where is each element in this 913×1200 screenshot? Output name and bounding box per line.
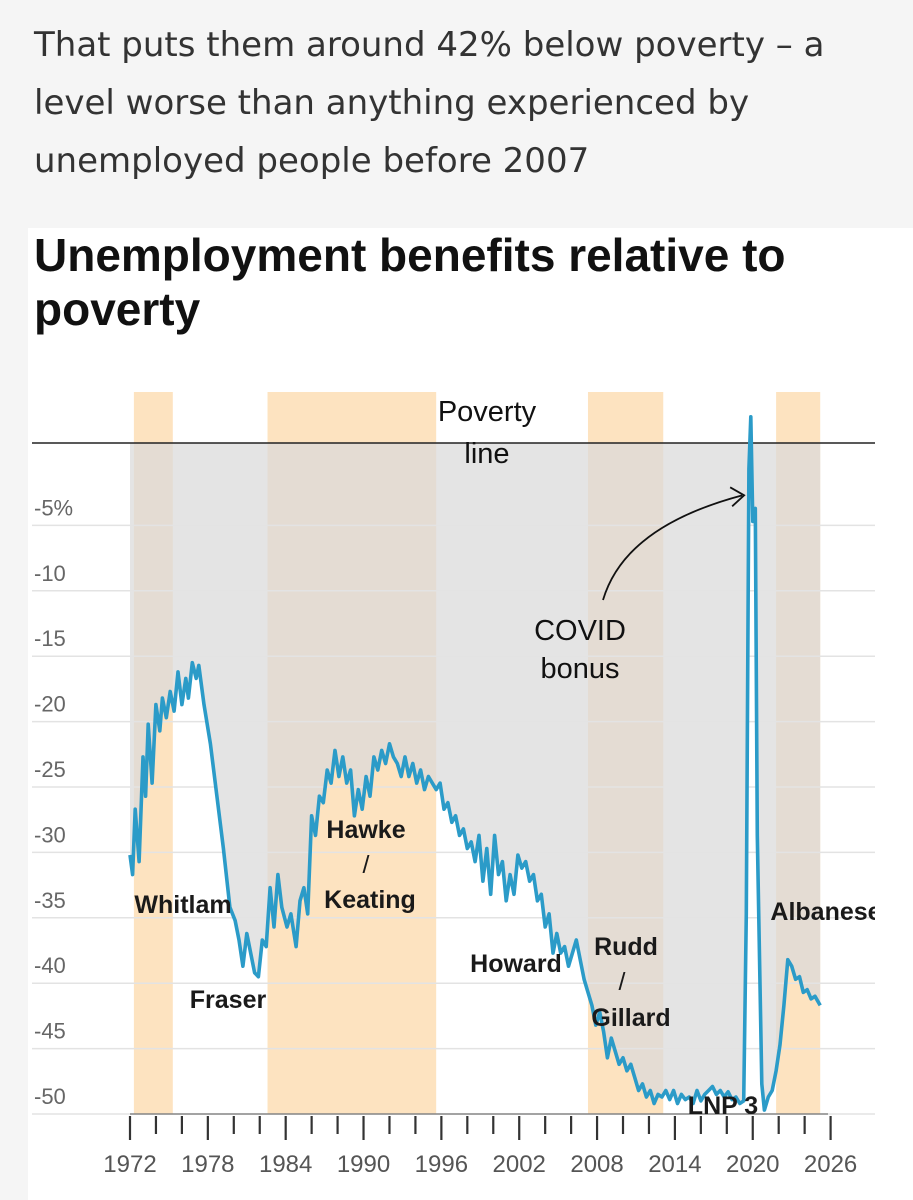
article-paragraph: That puts them around 42% below poverty … [34, 25, 825, 181]
chart-title: Unemployment benefits relative to povert… [34, 229, 786, 335]
government-label-rudd-gillard: Gillard [591, 1004, 670, 1032]
y-tick-label: -15 [34, 626, 66, 651]
y-tick-label: -5% [34, 495, 73, 520]
government-label-howard: Howard [470, 950, 562, 978]
x-tick-label: 1978 [181, 1151, 234, 1178]
government-label-hawke-keating: Keating [324, 886, 416, 914]
y-tick-label: -40 [34, 953, 66, 978]
government-labels: Whitlam Fraser Hawke / Keating Howard Rudd / Gil… [134, 816, 881, 1120]
poverty-line-label-2: line [464, 438, 509, 470]
y-tick-label: -25 [34, 757, 66, 782]
y-tick-label: -35 [34, 888, 66, 913]
y-axis-tick-labels: -5% -10 -15 -20 -25 -30 -35 -40 -45 -50 [34, 495, 73, 1109]
x-tick-label: 2014 [648, 1151, 701, 1178]
x-tick-label: 2020 [726, 1151, 779, 1178]
below-poverty-fill [130, 443, 821, 1111]
covid-annotation-arrow [602, 494, 743, 601]
government-label-albanese: Albanese [770, 898, 881, 926]
x-tick-label: 1996 [415, 1151, 468, 1178]
covid-arrowhead [729, 486, 746, 507]
government-label-whitlam: Whitlam [134, 891, 231, 919]
y-tick-label: -20 [34, 692, 66, 717]
government-label-lnp-3: LNP 3 [688, 1092, 758, 1120]
x-tick-label: 1990 [337, 1151, 390, 1178]
government-label-rudd-gillard: Rudd [594, 933, 658, 961]
x-axis: 1972 1978 1984 1990 1996 2002 2008 2014 2020 2026 [103, 1113, 857, 1178]
covid-annotation-label: COVID [534, 615, 626, 647]
y-tick-label: -30 [34, 822, 66, 847]
x-tick-label: 2002 [493, 1151, 546, 1178]
covid-annotation-label-2: bonus [540, 653, 619, 685]
poverty-line-label: Poverty [438, 396, 537, 428]
x-tick-label: 1984 [259, 1151, 312, 1178]
government-label-hawke-keating: / [363, 851, 370, 879]
y-tick-label: -50 [34, 1084, 66, 1109]
y-tick-label: -45 [34, 1019, 66, 1044]
y-tick-label: -10 [34, 561, 66, 586]
x-tick-label: 1972 [103, 1151, 156, 1178]
x-tick-label: 2026 [804, 1151, 857, 1178]
government-label-fraser: Fraser [190, 986, 267, 1014]
x-tick-label: 2008 [570, 1151, 623, 1178]
government-label-rudd-gillard: / [619, 968, 626, 996]
series-line [128, 415, 822, 1112]
government-label-hawke-keating: Hawke [326, 816, 405, 844]
